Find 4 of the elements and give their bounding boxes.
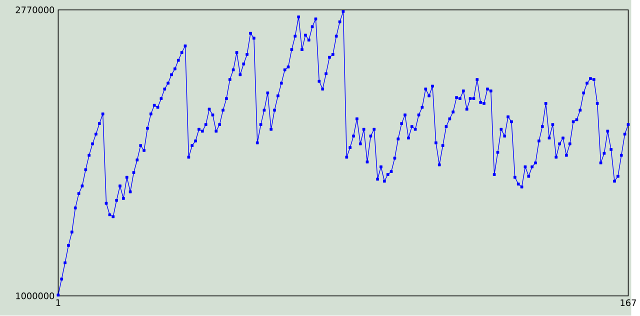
- x-tick-label: 1: [56, 300, 60, 306]
- x-tick-label: 167: [620, 300, 636, 306]
- y-tick-label: 2770000: [16, 6, 54, 14]
- y-tick-label: 1000000: [16, 292, 54, 300]
